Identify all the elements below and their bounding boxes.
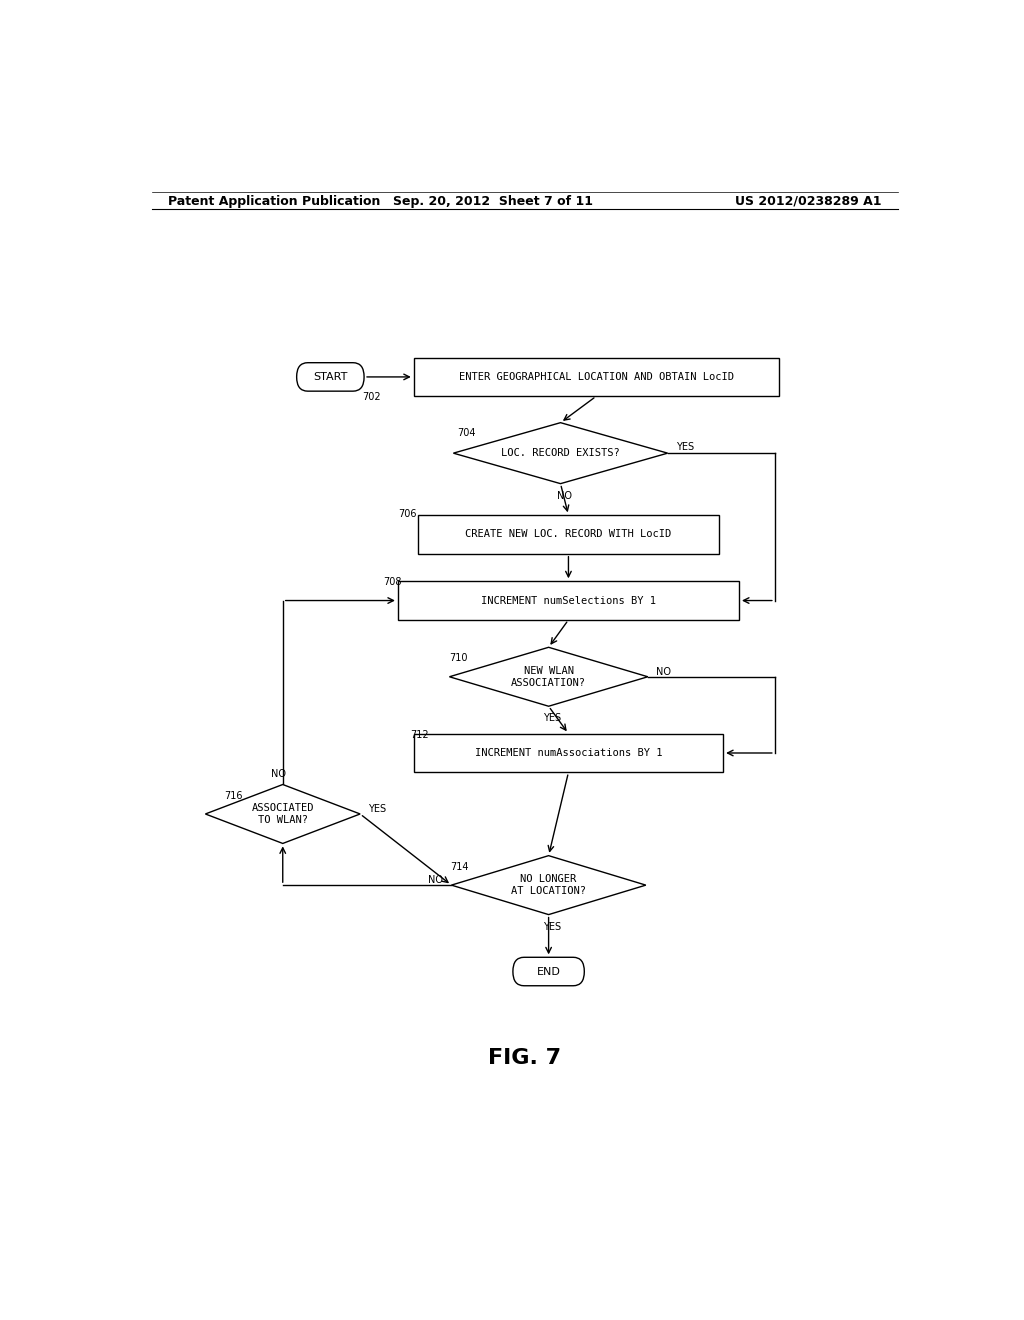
FancyBboxPatch shape	[398, 581, 739, 620]
Polygon shape	[206, 784, 360, 843]
Text: YES: YES	[544, 921, 561, 932]
FancyBboxPatch shape	[513, 957, 585, 986]
Text: 706: 706	[397, 510, 417, 519]
FancyBboxPatch shape	[414, 734, 723, 772]
Text: LOC. RECORD EXISTS?: LOC. RECORD EXISTS?	[501, 449, 620, 458]
Polygon shape	[450, 647, 648, 706]
FancyBboxPatch shape	[297, 363, 365, 391]
Text: 714: 714	[451, 862, 469, 871]
Text: END: END	[537, 966, 560, 977]
Text: ASSOCIATED
TO WLAN?: ASSOCIATED TO WLAN?	[252, 803, 314, 825]
Text: INCREMENT numSelections BY 1: INCREMENT numSelections BY 1	[481, 595, 656, 606]
Text: 710: 710	[450, 653, 468, 664]
Text: YES: YES	[676, 442, 693, 451]
Text: 712: 712	[410, 730, 428, 739]
Text: INCREMENT numAssociations BY 1: INCREMENT numAssociations BY 1	[475, 748, 663, 758]
Text: NO: NO	[271, 770, 287, 779]
Polygon shape	[452, 855, 646, 915]
Text: FIG. 7: FIG. 7	[488, 1048, 561, 1068]
Text: CREATE NEW LOC. RECORD WITH LocID: CREATE NEW LOC. RECORD WITH LocID	[465, 529, 672, 540]
Polygon shape	[454, 422, 668, 483]
Text: 716: 716	[224, 791, 243, 801]
Text: Patent Application Publication: Patent Application Publication	[168, 194, 380, 207]
Text: 708: 708	[384, 577, 402, 587]
FancyBboxPatch shape	[414, 358, 779, 396]
Text: NO LONGER
AT LOCATION?: NO LONGER AT LOCATION?	[511, 874, 586, 896]
Text: Sep. 20, 2012  Sheet 7 of 11: Sep. 20, 2012 Sheet 7 of 11	[393, 194, 593, 207]
Text: 702: 702	[362, 392, 381, 403]
FancyBboxPatch shape	[418, 515, 719, 554]
Text: NO: NO	[557, 491, 572, 500]
Text: US 2012/0238289 A1: US 2012/0238289 A1	[735, 194, 882, 207]
Text: YES: YES	[544, 713, 561, 723]
Text: START: START	[313, 372, 347, 381]
Text: NO: NO	[655, 667, 671, 677]
Text: YES: YES	[368, 804, 386, 814]
Text: 704: 704	[458, 428, 476, 438]
Text: NO: NO	[428, 875, 443, 884]
Text: NEW WLAN
ASSOCIATION?: NEW WLAN ASSOCIATION?	[511, 667, 586, 688]
Text: ENTER GEOGRAPHICAL LOCATION AND OBTAIN LocID: ENTER GEOGRAPHICAL LOCATION AND OBTAIN L…	[459, 372, 734, 381]
